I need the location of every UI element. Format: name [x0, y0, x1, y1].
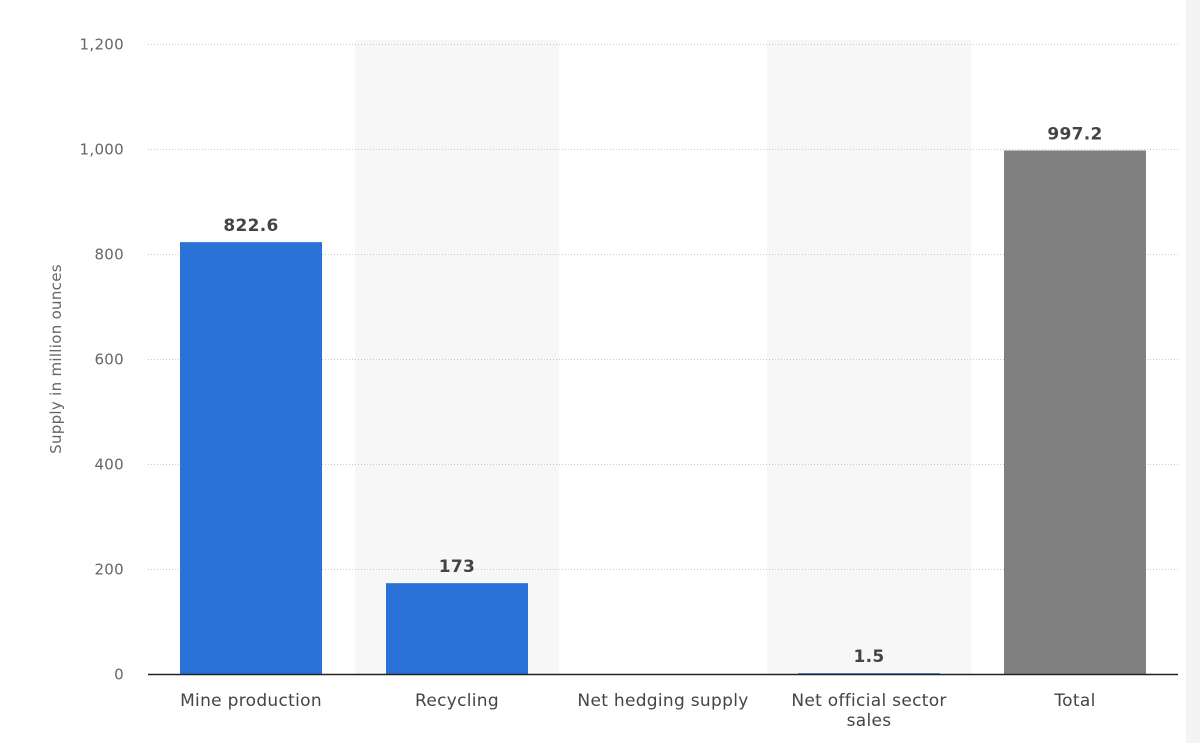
x-category-labels: Mine production Recycling Net hedging supp… — [180, 691, 1095, 731]
y-tick-label: 1,200 — [80, 36, 124, 54]
bar-value-labels: 822.6 173 1.5 997.2 — [223, 124, 1102, 667]
bar-value-label: 997.2 — [1047, 124, 1102, 144]
y-axis-title: Supply in million ounces — [47, 264, 65, 454]
bar-value-label: 822.6 — [223, 216, 278, 236]
category-band — [355, 40, 559, 674]
y-tick-label: 200 — [94, 561, 124, 579]
y-tick-label: 400 — [94, 456, 124, 474]
bars — [180, 150, 1146, 675]
bar — [180, 242, 322, 674]
y-tick-label: 1,000 — [80, 141, 124, 159]
category-bands — [355, 40, 971, 674]
x-category-label: Net hedging supply — [577, 691, 748, 711]
y-tick-labels: 0 200 400 600 800 1,000 1,200 — [80, 36, 124, 684]
bar-value-label: 1.5 — [853, 647, 884, 667]
x-category-label: Recycling — [415, 691, 499, 711]
y-tick-label: 0 — [114, 666, 124, 684]
category-band — [767, 40, 971, 674]
x-category-label: Net official sector sales — [791, 691, 946, 731]
y-tick-label: 800 — [94, 246, 124, 264]
x-category-label: Mine production — [180, 691, 322, 711]
bar — [798, 673, 940, 674]
bar — [1004, 150, 1146, 675]
bar-value-label: 173 — [439, 557, 475, 577]
y-tick-label: 600 — [94, 351, 124, 369]
x-category-label: Total — [1053, 691, 1095, 711]
right-edge-shade — [1186, 0, 1200, 743]
bar — [386, 583, 528, 674]
